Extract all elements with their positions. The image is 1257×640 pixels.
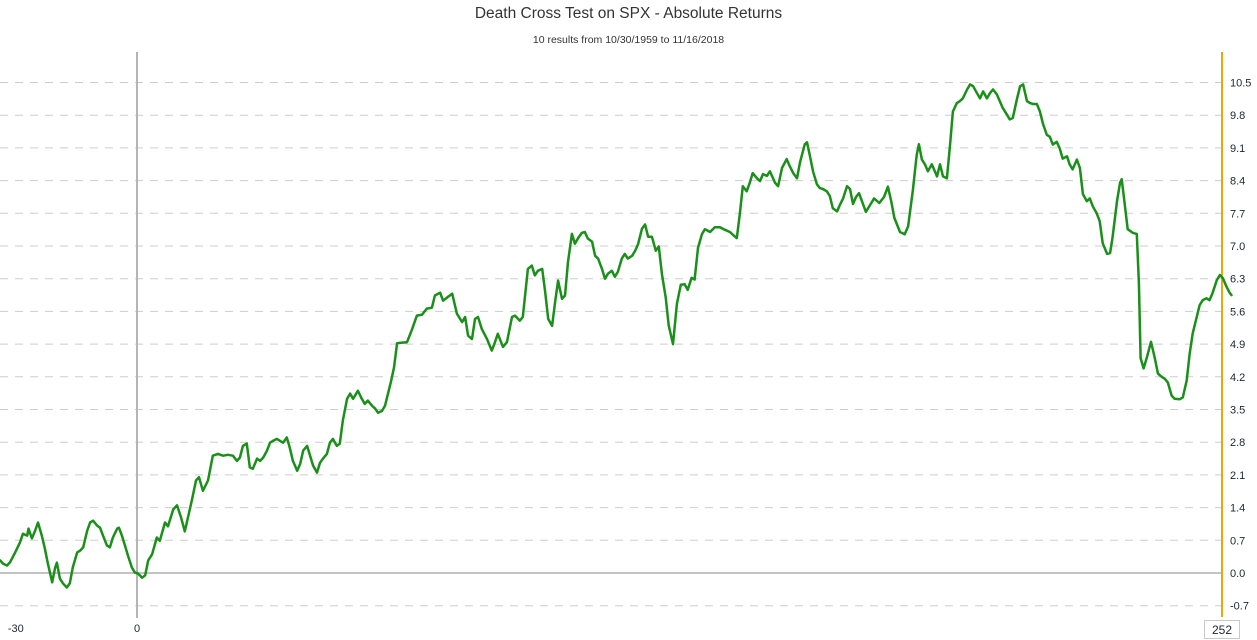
y-axis-tick-label: 3.5 bbox=[1230, 405, 1245, 417]
y-axis-tick-label: 0.0 bbox=[1230, 568, 1245, 580]
y-axis-tick-label: 9.1 bbox=[1230, 143, 1245, 155]
y-axis-tick-label: -0.7 bbox=[1230, 601, 1249, 613]
y-axis-tick-label: 6.3 bbox=[1230, 274, 1245, 286]
x-axis-label: -30 bbox=[8, 623, 24, 635]
y-axis-tick-label: 5.6 bbox=[1230, 306, 1245, 318]
y-axis-tick-label: 4.9 bbox=[1230, 339, 1245, 351]
y-axis-tick-label: 1.4 bbox=[1230, 503, 1245, 515]
y-axis-tick-label: 2.8 bbox=[1230, 437, 1245, 449]
y-axis-tick-label: 7.7 bbox=[1230, 208, 1245, 220]
y-axis-tick-label: 7.0 bbox=[1230, 241, 1245, 253]
x-axis-label: 0 bbox=[134, 623, 140, 635]
y-axis-tick-label: 10.5 bbox=[1230, 78, 1251, 90]
end-marker-label: 252 bbox=[1212, 623, 1232, 637]
end-marker-label-box bbox=[1204, 620, 1241, 639]
chart-subtitle: 10 results from 10/30/1959 to 11/16/2018 bbox=[532, 34, 725, 46]
y-axis-tick-label: 0.7 bbox=[1230, 535, 1245, 547]
return-path-line bbox=[0, 83, 1233, 589]
y-axis-tick-label: 2.1 bbox=[1230, 470, 1245, 482]
y-axis-tick-label: 9.8 bbox=[1230, 110, 1245, 122]
chart-title: Death Cross Test on SPX - Absolute Retur… bbox=[474, 5, 783, 22]
y-axis-tick-label: 8.4 bbox=[1230, 176, 1245, 188]
y-axis-tick-label: 4.2 bbox=[1230, 372, 1245, 384]
